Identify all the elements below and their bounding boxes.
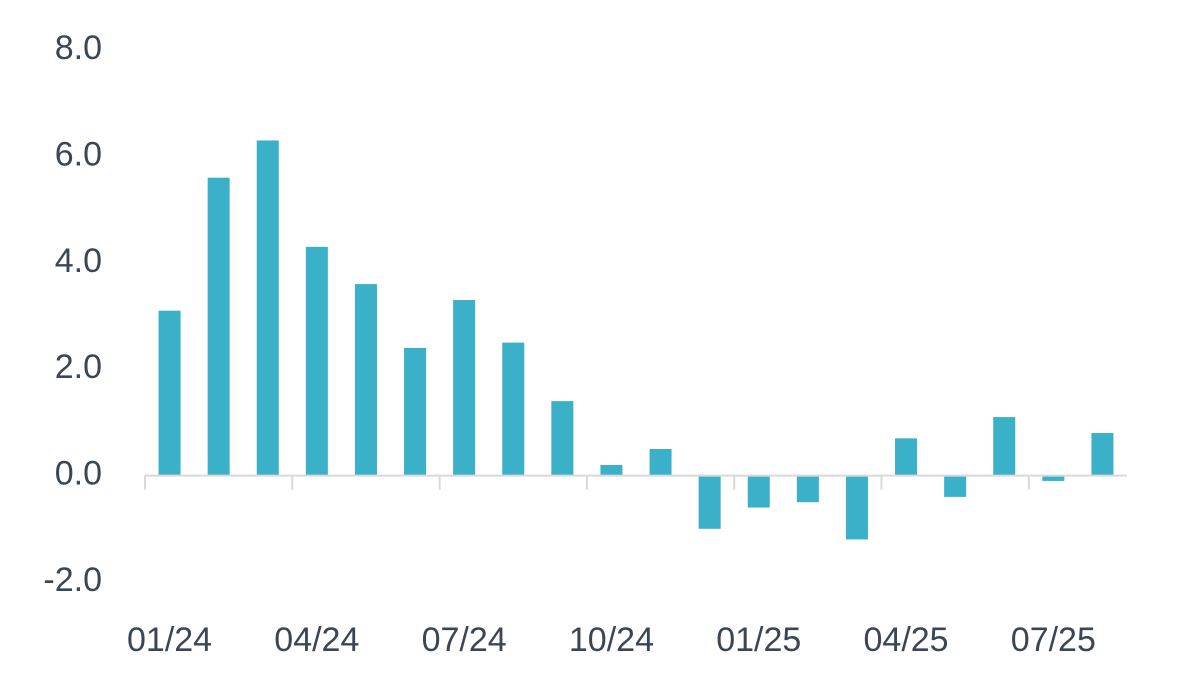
- x-tick-label: 04/25: [864, 621, 949, 659]
- bar: [796, 475, 819, 503]
- x-tick-label: 01/25: [716, 621, 801, 659]
- x-tick-label: 07/25: [1011, 621, 1096, 659]
- y-tick-label: 6.0: [55, 135, 102, 173]
- bar: [993, 417, 1016, 476]
- bar: [502, 342, 525, 476]
- bar: [404, 347, 427, 476]
- bar: [600, 464, 623, 476]
- bar: [698, 475, 721, 529]
- y-tick-label: 8.0: [55, 29, 102, 67]
- bar: [305, 246, 328, 476]
- bar: [551, 401, 574, 476]
- bar: [207, 177, 230, 476]
- bar: [649, 449, 672, 476]
- x-tick-label: 01/24: [127, 621, 212, 659]
- y-tick-label: -2.0: [43, 561, 102, 599]
- bar: [845, 475, 868, 540]
- bar: [453, 300, 476, 476]
- bar: [256, 140, 279, 476]
- bar: [1091, 433, 1114, 476]
- bar: [895, 438, 918, 476]
- y-tick-label: 2.0: [55, 348, 102, 386]
- x-tick-label: 07/24: [422, 621, 507, 659]
- bar: [944, 475, 967, 497]
- bar: [747, 475, 770, 508]
- bar: [354, 284, 377, 476]
- bar: [1042, 475, 1065, 481]
- x-tick-label: 10/24: [569, 621, 654, 659]
- y-tick-label: 0.0: [55, 455, 102, 493]
- y-tick-label: 4.0: [55, 242, 102, 280]
- bar: [158, 310, 181, 476]
- x-tick-label: 04/24: [274, 621, 359, 659]
